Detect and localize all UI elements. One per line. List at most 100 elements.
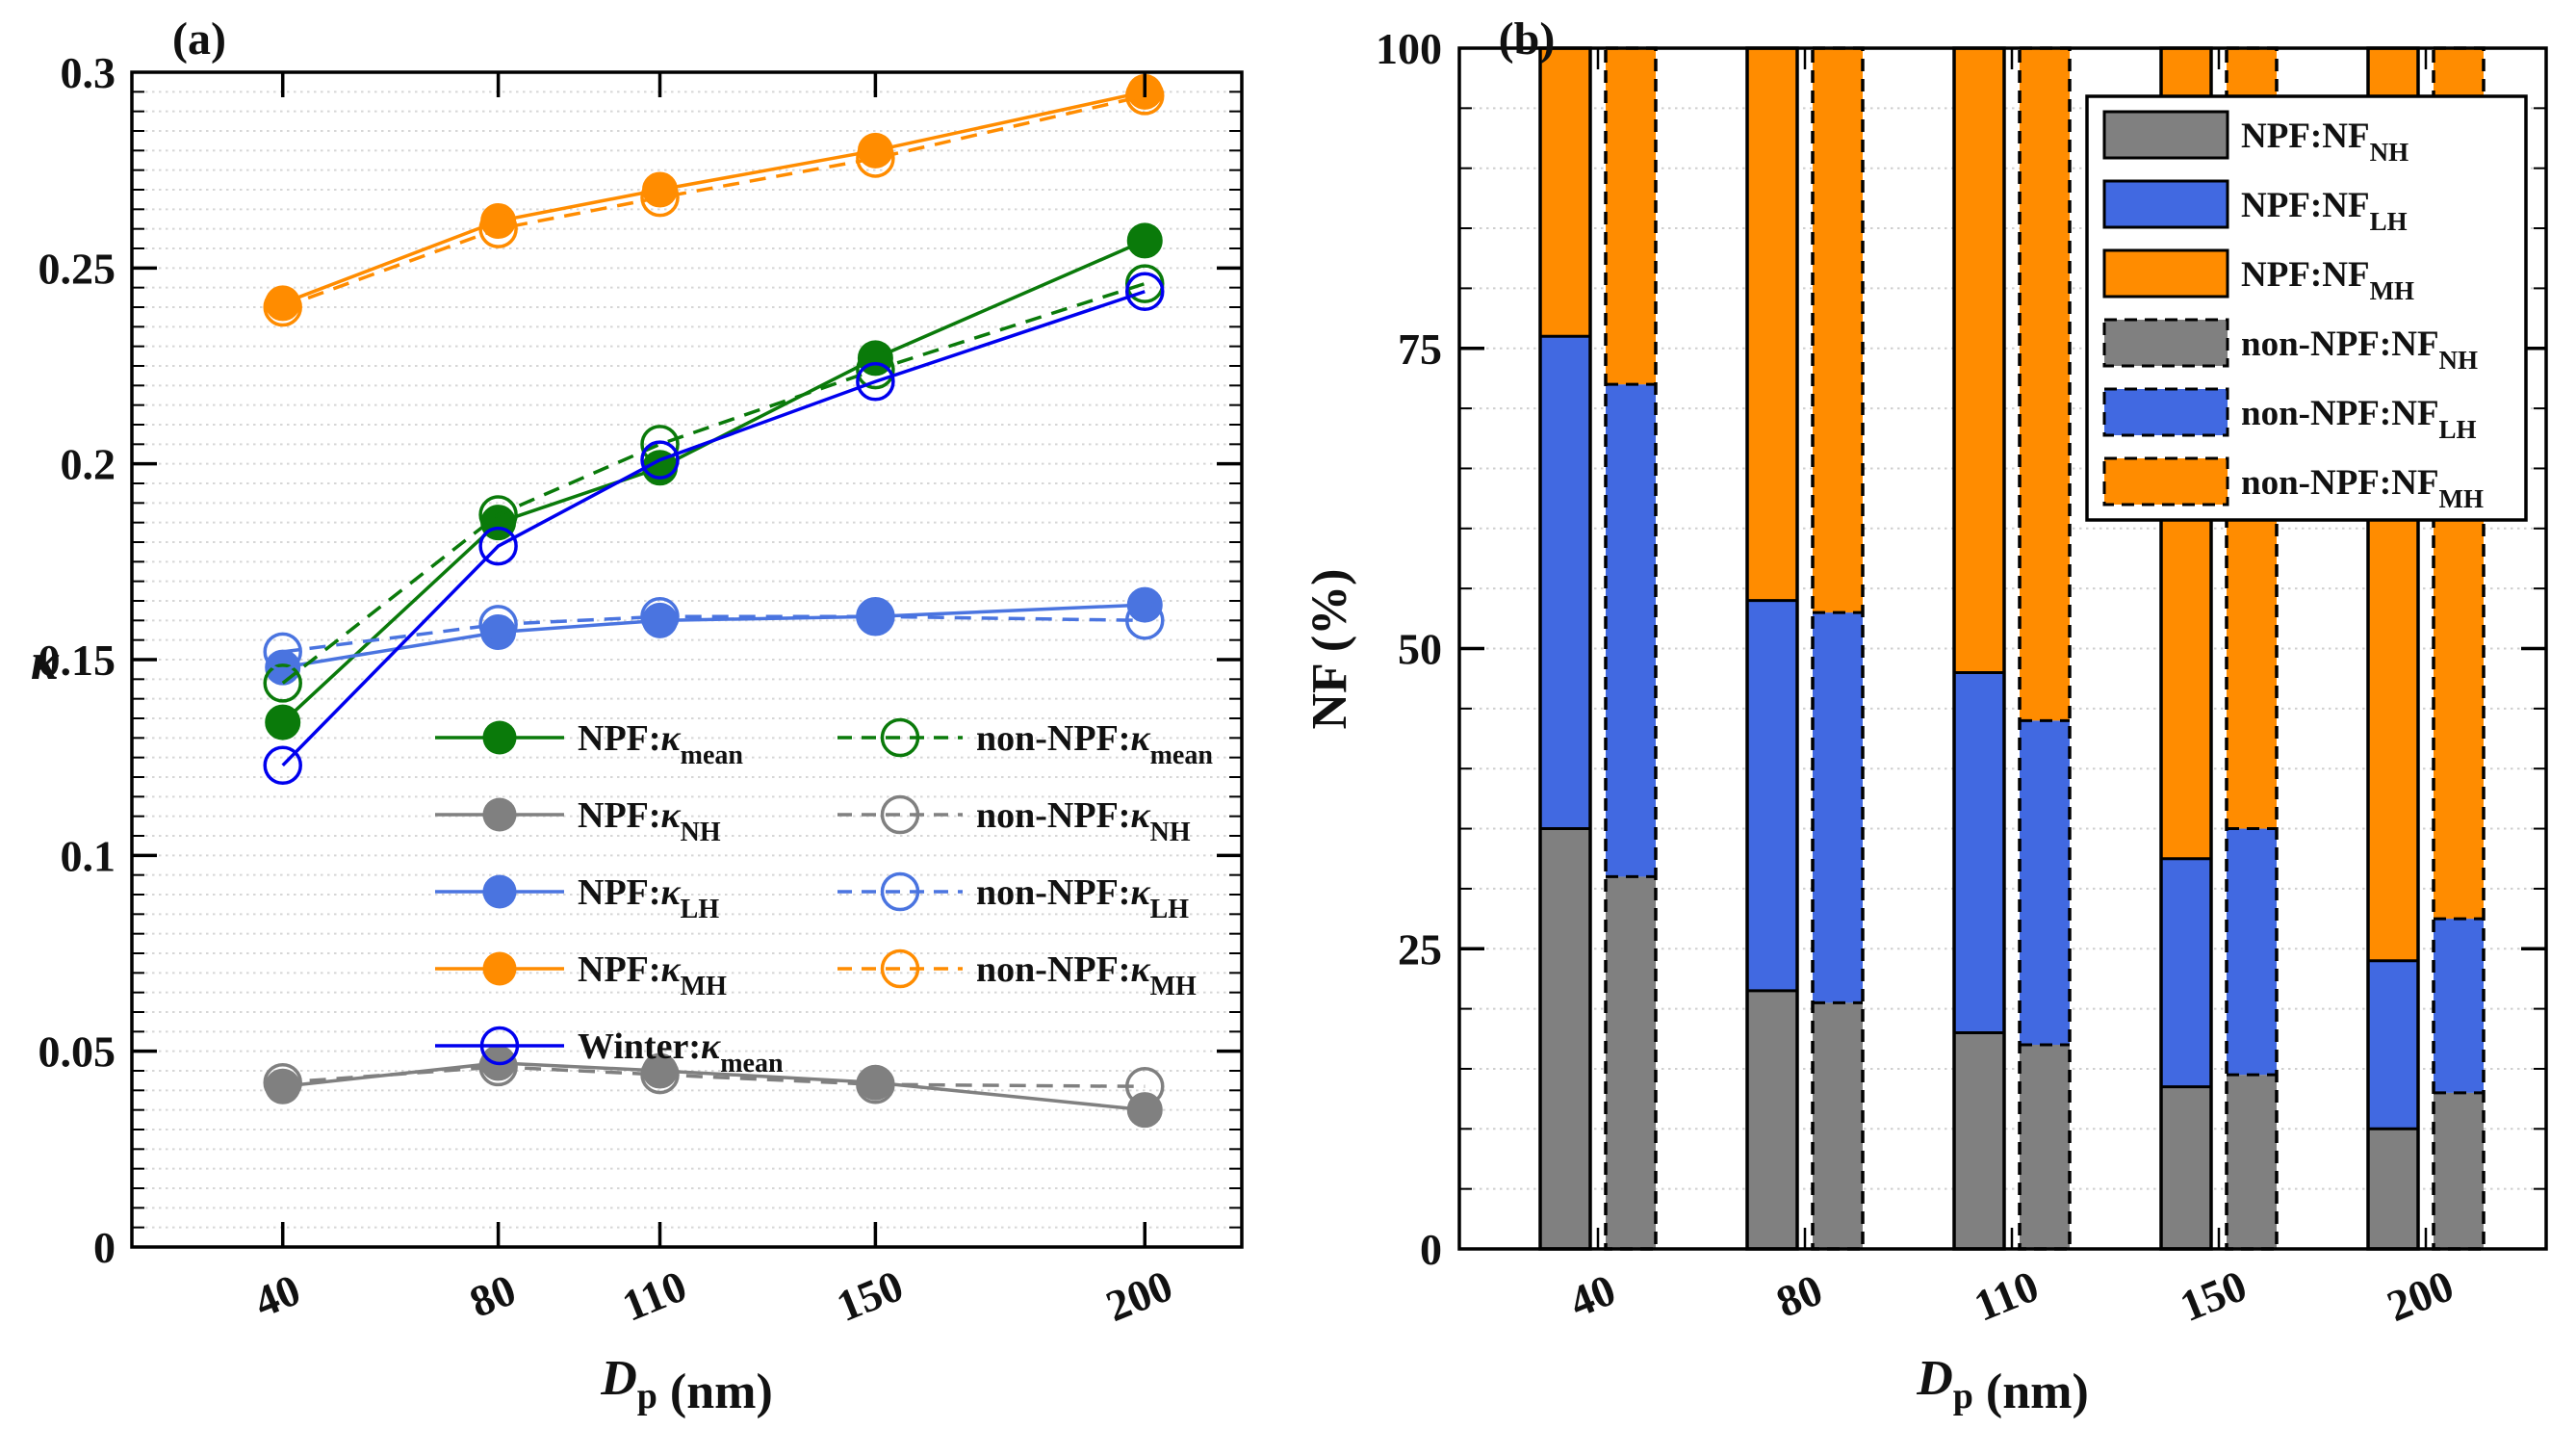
- legend-label-winter-kappa-mean: Winter:κmean: [578, 1026, 784, 1078]
- bar-npf-110-segment-nh: [1954, 1032, 2004, 1249]
- legend-marker: [482, 720, 517, 755]
- legend-entry-winter-kappa-mean: Winter:κmean: [435, 1026, 784, 1078]
- panel-b-bars: [1538, 46, 2486, 1251]
- y-tick-label: 0.05: [39, 1027, 116, 1077]
- legend-entry-npf-kappa-mh: NPF:κMH: [435, 949, 727, 1001]
- bar-npf-200-segment-lh: [2368, 960, 2418, 1130]
- data-point-non-npf-kappa-nh-200: [1125, 1067, 1165, 1106]
- legend-swatch: [2102, 248, 2229, 299]
- series-non-npf-kappa-lh: [263, 597, 1165, 672]
- legend-label-non-npf-kappa-mean: non-NPF:κmean: [976, 718, 1213, 770]
- bar-non-npf-110-segment-mh: [2020, 48, 2070, 721]
- bar-non-npf-80-segment-mh: [1813, 48, 1863, 613]
- legend-entry-non-npf-nf-mh: non-NPF:NFMH: [2102, 456, 2484, 513]
- series-npf-kappa-mean: [265, 222, 1163, 740]
- x-tick-label: 110: [1968, 1261, 2046, 1331]
- data-point-non-npf-kappa-lh-200: [1125, 601, 1165, 640]
- y-tick-label: 0: [93, 1223, 116, 1272]
- legend-label-npf-kappa-lh: NPF:κLH: [578, 872, 719, 924]
- y-tick-label: 0.2: [61, 440, 116, 489]
- legend-entry-non-npf-nf-nh: non-NPF:NFNH: [2102, 318, 2478, 375]
- panel-b-legend: NPF:NFNH NPF:NFLH NPF:NFMH non-NPF:NFNH non-…: [2085, 94, 2528, 522]
- data-point-non-npf-kappa-mean-80: [478, 495, 518, 534]
- legend-label: non-NPF:NFLH: [2241, 394, 2477, 444]
- y-tick-label: 0.1: [61, 831, 116, 880]
- panel-a-series: [263, 73, 1165, 1129]
- y-tick-label: 0.15: [39, 636, 116, 685]
- bar-non-npf-200-segment-nh: [2434, 1092, 2484, 1249]
- series-line-non-npf-kappa-mh: [282, 93, 1146, 309]
- data-point-winter-kappa-mean-200: [1125, 272, 1165, 311]
- legend-marker: [880, 871, 920, 912]
- legend-swatch: [2102, 387, 2229, 437]
- x-tick-label: 40: [247, 1264, 307, 1327]
- panel-a-title: (a): [172, 13, 226, 65]
- legend-label-npf-kappa-mean: NPF:κmean: [578, 718, 743, 770]
- panel-b-axes: [1457, 46, 2548, 1251]
- panel-a-labels: 0 0.05 0.1 0.15 0.2 0.25 0.3 40 80 110 150 200 κ Dp (…: [31, 13, 1179, 1419]
- legend-entry-npf-nf-mh: NPF:NFMH: [2102, 248, 2414, 305]
- legend-entry-npf-kappa-mean: NPF:κmean: [435, 718, 743, 770]
- data-point-winter-kappa-mean-40: [263, 745, 302, 786]
- data-point-non-npf-kappa-mean-110: [640, 425, 680, 464]
- legend-entry-npf-kappa-lh: NPF:κLH: [435, 872, 719, 924]
- data-point-non-npf-kappa-lh-40: [263, 632, 302, 672]
- bar-npf-150-segment-lh: [2161, 858, 2211, 1087]
- bar-npf-110-segment-lh: [1954, 672, 2004, 1033]
- data-point-non-npf-kappa-lh-80: [478, 605, 518, 644]
- x-tick-label: 150: [830, 1260, 910, 1331]
- legend-swatch: [2102, 179, 2229, 229]
- series-line-npf-kappa-mh: [282, 90, 1146, 305]
- bar-npf-40-segment-mh: [1540, 48, 1590, 337]
- data-point-non-npf-kappa-lh-150: [856, 597, 895, 637]
- bar-non-npf-200-segment-lh: [2434, 919, 2484, 1093]
- legend-label: non-NPF:NFMH: [2241, 463, 2484, 513]
- data-point-npf-kappa-lh-80: [480, 614, 517, 651]
- series-line-npf-kappa-mean: [281, 239, 1146, 724]
- data-point-non-npf-kappa-nh-110: [640, 1054, 680, 1095]
- x-tick-label: 110: [615, 1261, 693, 1331]
- data-point-non-npf-kappa-nh-80: [478, 1047, 518, 1087]
- panel-b-y-axis-title: NF (%): [1302, 568, 1357, 729]
- series-winter-kappa-mean: [263, 272, 1165, 786]
- series-line-winter-kappa-mean: [281, 290, 1146, 767]
- bar-npf-40-segment-nh: [1540, 828, 1590, 1249]
- panel-b-title: (b): [1499, 13, 1556, 65]
- panel-a-y-axis-title: κ: [31, 633, 60, 690]
- y-tick-label: 0: [1420, 1225, 1442, 1274]
- series-line-non-npf-kappa-lh: [282, 614, 1146, 654]
- data-point-npf-kappa-mean-40: [265, 704, 301, 740]
- legend-entry-npf-kappa-nh: NPF:κNH: [435, 795, 721, 847]
- legend-marker: [482, 951, 517, 986]
- legend-entry-non-npf-kappa-nh: non-NPF:κNH: [837, 794, 1191, 847]
- data-point-npf-kappa-lh-40: [265, 649, 301, 686]
- bar-npf-150-segment-nh: [2161, 1086, 2211, 1249]
- legend-marker: [482, 797, 517, 832]
- bar-non-npf-110: [2018, 46, 2072, 1251]
- bar-non-npf-150-segment-nh: [2227, 1075, 2277, 1249]
- panel-a-x-axis-title: Dp (nm): [600, 1351, 773, 1419]
- data-point-non-npf-kappa-mh-110: [640, 177, 680, 218]
- legend-entry-npf-nf-lh: NPF:NFLH: [2102, 179, 2408, 236]
- bar-non-npf-150-segment-lh: [2227, 828, 2277, 1076]
- data-point-npf-kappa-mh-150: [857, 132, 893, 169]
- x-tick-label: 40: [1562, 1264, 1622, 1327]
- bar-non-npf-40-segment-nh: [1606, 876, 1656, 1249]
- data-point-non-npf-kappa-mean-150: [856, 350, 895, 390]
- x-tick-label: 200: [1099, 1260, 1179, 1331]
- bar-non-npf-80-segment-nh: [1813, 1002, 1863, 1249]
- legend-marker: [880, 794, 920, 835]
- legend-label: non-NPF:NFNH: [2241, 325, 2478, 375]
- data-point-winter-kappa-mean-110: [640, 440, 680, 480]
- data-point-non-npf-kappa-lh-110: [640, 597, 680, 637]
- data-point-non-npf-kappa-mean-40: [263, 663, 302, 703]
- legend-label-npf-kappa-mh: NPF:κMH: [578, 949, 727, 1001]
- x-tick-label: 80: [1769, 1264, 1829, 1327]
- legend-entry-non-npf-kappa-mean: non-NPF:κmean: [837, 717, 1213, 770]
- panel-a-axes: [130, 70, 1244, 1249]
- bar-non-npf-40: [1604, 46, 1658, 1251]
- legend-label-non-npf-kappa-lh: non-NPF:κLH: [976, 872, 1189, 924]
- bar-npf-80-segment-mh: [1747, 48, 1797, 601]
